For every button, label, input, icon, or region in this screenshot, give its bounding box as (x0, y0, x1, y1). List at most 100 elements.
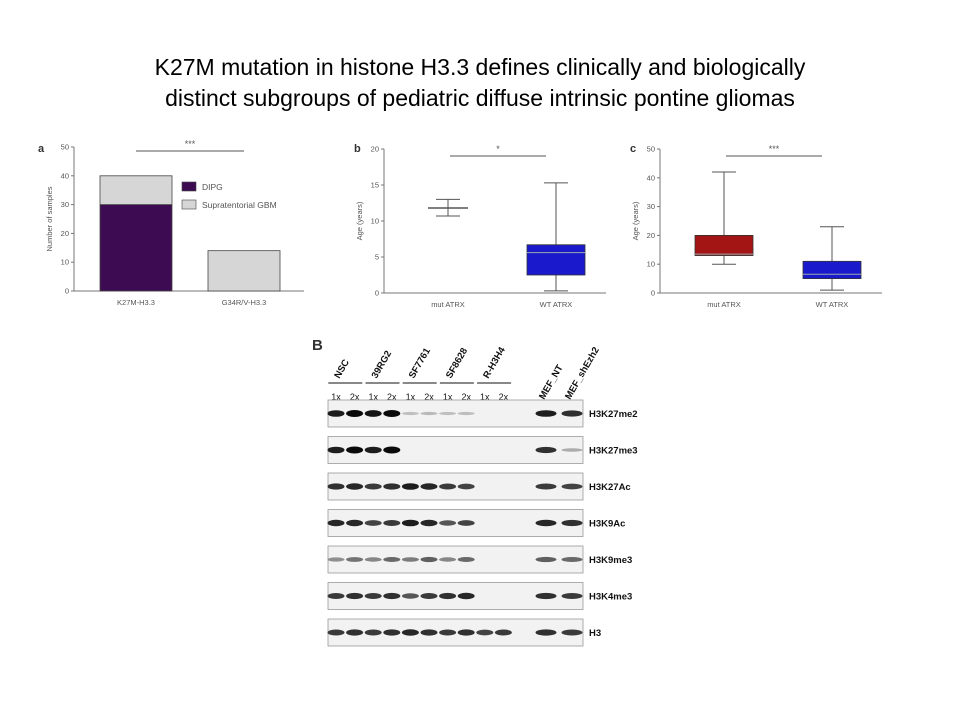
blot-band (535, 592, 557, 600)
chart-c-y-tick-label: 0 (651, 289, 655, 298)
blot-row-label: H3K27Ac (589, 482, 631, 493)
blot-band (420, 629, 438, 636)
bar-supratentorial-gbm (99, 175, 173, 205)
blot-row-label: H3K27me2 (589, 409, 638, 420)
blot-band (327, 629, 345, 636)
blot-band (383, 483, 401, 490)
blot-band (420, 411, 438, 416)
blot-band (346, 483, 364, 490)
blot-band (494, 629, 512, 636)
slide-title: K27M mutation in histone H3.3 defines cl… (0, 52, 960, 114)
blot-band (476, 629, 494, 636)
blot-row-label: H3 (589, 628, 601, 639)
panel-label-b: b (354, 143, 361, 155)
blot-cell-line-label: MEF_NT (537, 363, 566, 402)
blot-band (327, 483, 345, 490)
blot-cell-line-label: NSC (332, 358, 352, 381)
blot-band (364, 629, 382, 636)
blot-band (346, 519, 364, 527)
blot-band (364, 483, 382, 490)
blot-row-label: H3K27me3 (589, 446, 638, 457)
blot-band (420, 556, 438, 563)
blot-band (535, 519, 557, 527)
chart-c-significance-label: *** (769, 144, 780, 154)
blot-band (364, 593, 382, 599)
chart-b-y-tick-label: 10 (371, 217, 379, 226)
blot-band (457, 411, 475, 416)
blot-band (535, 410, 557, 417)
chart-b-significance-label: * (496, 144, 500, 154)
blot-dose-label: 1x (331, 392, 341, 402)
blot-band (327, 557, 345, 562)
blot-cell-line-label: SF7761 (407, 346, 434, 381)
blot-band (327, 410, 345, 417)
chart-a-y-tick-label: 50 (61, 143, 69, 152)
chart-c-y-tick-label: 10 (647, 260, 655, 269)
chart-b-x-tick-label: mut ATRX (431, 300, 465, 309)
blot-band (420, 593, 438, 599)
blot-band (535, 446, 557, 454)
chart-b-y-tick-label: 5 (375, 253, 379, 262)
legend-swatch (181, 199, 197, 210)
blot-band (401, 629, 419, 636)
blot-band (561, 519, 583, 527)
blot-row-label: H3K9me3 (589, 555, 632, 566)
western-blot-figure: B NSC 39RG2 SF7761 SF8628 R-H3H4 MEF_NTMEF_shE… (312, 337, 638, 647)
blot-band (439, 411, 457, 416)
chart-a-y-tick-label: 40 (61, 171, 69, 180)
blot-dose-label: 2x (461, 392, 471, 402)
blot-band (439, 557, 457, 562)
blot-band (457, 629, 475, 636)
legend-label: DIPG (202, 182, 223, 192)
blot-band (364, 410, 382, 417)
panel-label-c: c (630, 143, 636, 155)
title-line-1: K27M mutation in histone H3.3 defines cl… (154, 54, 806, 80)
blot-band (439, 629, 457, 636)
blot-band (327, 593, 345, 599)
blot-band (561, 629, 583, 636)
blot-band (561, 410, 583, 417)
chart-c-x-tick-label: WT ATRX (816, 300, 849, 309)
legend-label: Supratentorial GBM (202, 200, 277, 210)
chart-a-y-tick-label: 10 (61, 258, 69, 267)
chart-b-box (526, 244, 586, 276)
blot-band (346, 410, 364, 417)
chart-b-y-tick-label: 15 (371, 181, 379, 190)
blot-band (346, 557, 364, 562)
chart-c-box (694, 235, 754, 256)
blot-cell-line-label: R-H3H4 (481, 345, 508, 381)
blot-band (420, 519, 438, 527)
blot-band (439, 592, 457, 600)
blot-dose-label: 2x (350, 392, 360, 402)
chart-c-y-tick-label: 20 (647, 231, 655, 240)
blot-band (457, 557, 475, 562)
blot-dose-label: 1x (368, 392, 378, 402)
title-line-2: distinct subgroups of pediatric diffuse … (165, 85, 795, 111)
bar-supratentorial-gbm (207, 250, 281, 292)
blot-row-label: H3K9Ac (589, 519, 625, 530)
chart-c-box (802, 260, 862, 280)
blot-band (364, 446, 382, 454)
chart-b-x-tick-label: WT ATRX (540, 300, 573, 309)
blot-band (346, 629, 364, 636)
blot-band (561, 593, 583, 599)
blot-dose-label: 1x (443, 392, 453, 402)
chart-b-boxplot: b 0 5 10 15 20 Age (years) mut ATRX WT ATRX * (354, 143, 606, 309)
blot-band (401, 519, 419, 527)
chart-a-stacked-bar: a 0 10 20 30 40 50 Number of samples K27M-H3.3 G3… (38, 139, 304, 307)
legend-swatch (181, 181, 197, 192)
blot-band (457, 592, 475, 600)
blot-band (535, 483, 557, 490)
blot-band (383, 520, 401, 526)
blot-band (561, 557, 583, 562)
blot-band (364, 520, 382, 526)
chart-c-boxplot: c 0 10 20 30 40 50 Age (years) mut ATRX WT ATRX **… (630, 143, 882, 309)
chart-b-y-axis-label: Age (years) (355, 201, 364, 240)
blot-band (561, 483, 583, 490)
blot-band (439, 483, 457, 490)
chart-a-y-tick-label: 30 (61, 200, 69, 209)
chart-c-y-tick-label: 30 (647, 202, 655, 211)
chart-c-y-axis-label: Age (years) (631, 201, 640, 240)
blot-cell-line-label: SF8628 (444, 346, 470, 380)
blot-cell-line-label: MEF_shEzh2 (563, 345, 602, 401)
